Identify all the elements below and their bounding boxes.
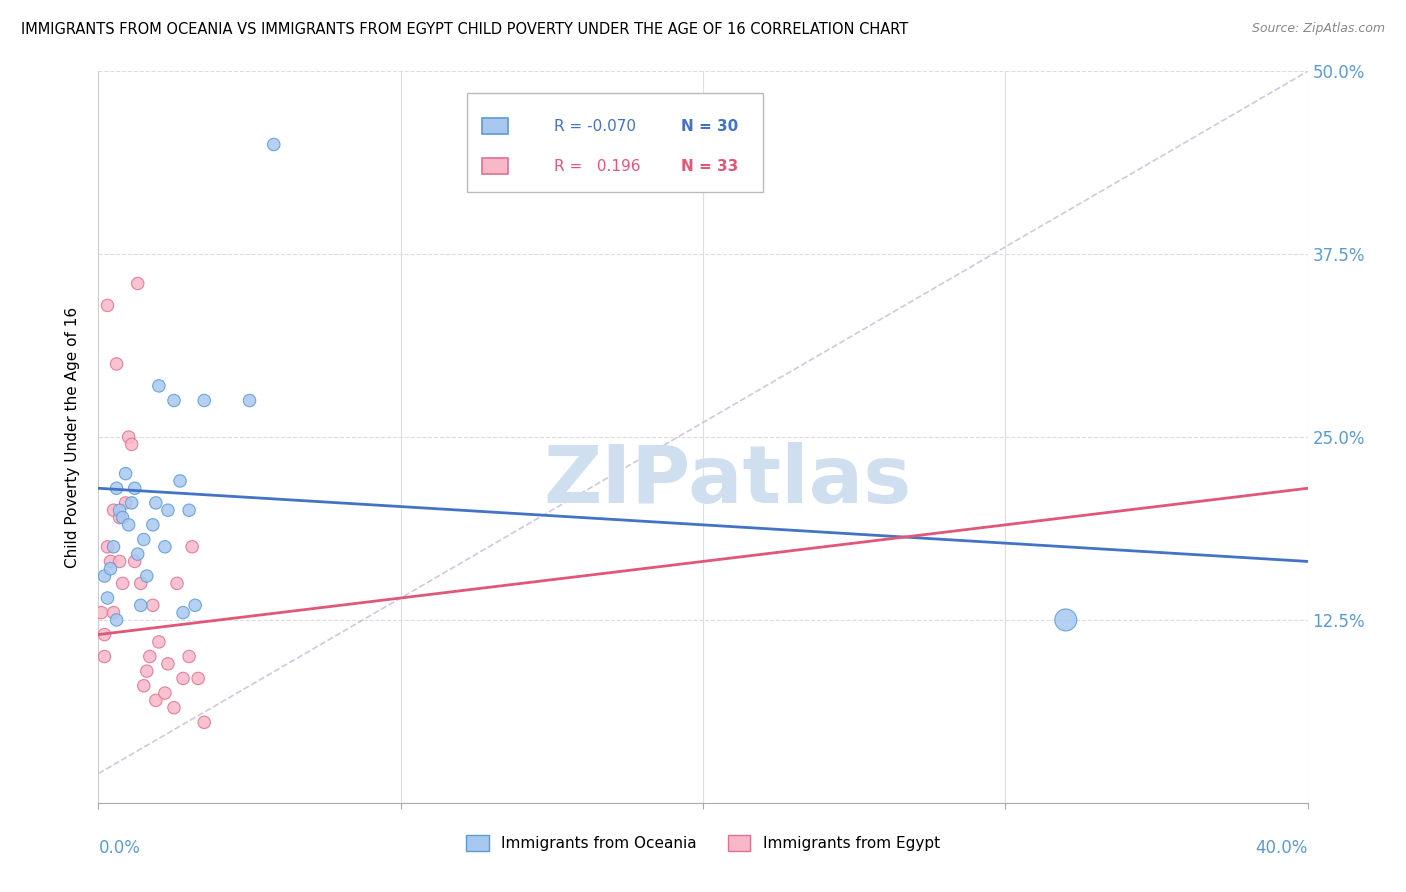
Y-axis label: Child Poverty Under the Age of 16: Child Poverty Under the Age of 16 bbox=[65, 307, 80, 567]
Point bbox=[100, 554, 122, 568]
Point bbox=[263, 137, 285, 152]
Point bbox=[105, 613, 128, 627]
Point bbox=[108, 554, 131, 568]
Point bbox=[90, 606, 112, 620]
Text: 0.0%: 0.0% bbox=[98, 839, 141, 857]
Point bbox=[114, 467, 136, 481]
Point bbox=[111, 576, 134, 591]
Text: ZIPatlas: ZIPatlas bbox=[543, 442, 911, 520]
Point bbox=[93, 569, 115, 583]
Point bbox=[139, 649, 162, 664]
Point bbox=[93, 627, 115, 641]
Text: R =   0.196: R = 0.196 bbox=[554, 159, 641, 174]
Point bbox=[96, 591, 118, 605]
Point bbox=[96, 540, 118, 554]
Point bbox=[1054, 613, 1077, 627]
Point bbox=[103, 503, 125, 517]
Point bbox=[142, 517, 165, 532]
Point bbox=[156, 657, 179, 671]
Point bbox=[163, 700, 186, 714]
Text: IMMIGRANTS FROM OCEANIA VS IMMIGRANTS FROM EGYPT CHILD POVERTY UNDER THE AGE OF : IMMIGRANTS FROM OCEANIA VS IMMIGRANTS FR… bbox=[21, 22, 908, 37]
Point bbox=[118, 517, 141, 532]
Point bbox=[124, 481, 146, 495]
Point bbox=[105, 357, 128, 371]
Point bbox=[129, 576, 152, 591]
Point bbox=[148, 379, 170, 393]
Point bbox=[148, 635, 170, 649]
Text: R = -0.070: R = -0.070 bbox=[554, 119, 637, 134]
Point bbox=[121, 496, 143, 510]
Point bbox=[169, 474, 191, 488]
Text: N = 33: N = 33 bbox=[682, 159, 738, 174]
FancyBboxPatch shape bbox=[467, 94, 763, 192]
Point bbox=[172, 672, 194, 686]
Point bbox=[93, 649, 115, 664]
Point bbox=[181, 540, 204, 554]
Point bbox=[118, 430, 141, 444]
Point bbox=[132, 533, 155, 547]
Point bbox=[153, 686, 176, 700]
Point bbox=[193, 393, 215, 408]
Point bbox=[142, 599, 165, 613]
Point bbox=[103, 606, 125, 620]
Point bbox=[135, 569, 157, 583]
FancyBboxPatch shape bbox=[482, 159, 509, 175]
Point bbox=[96, 298, 118, 312]
Point bbox=[100, 562, 122, 576]
Legend: Immigrants from Oceania, Immigrants from Egypt: Immigrants from Oceania, Immigrants from… bbox=[460, 830, 946, 857]
Point bbox=[145, 496, 167, 510]
Point bbox=[153, 540, 176, 554]
Point bbox=[179, 649, 201, 664]
Point bbox=[179, 503, 201, 517]
Point bbox=[127, 277, 149, 291]
Point bbox=[121, 437, 143, 451]
Point bbox=[193, 715, 215, 730]
Point bbox=[172, 606, 194, 620]
Point bbox=[145, 693, 167, 707]
Point bbox=[127, 547, 149, 561]
Point bbox=[156, 503, 179, 517]
Point bbox=[163, 393, 186, 408]
Point bbox=[108, 503, 131, 517]
Point bbox=[132, 679, 155, 693]
Point bbox=[108, 510, 131, 524]
Point bbox=[111, 510, 134, 524]
Point bbox=[135, 664, 157, 678]
Point bbox=[105, 481, 128, 495]
Point bbox=[103, 540, 125, 554]
Point bbox=[129, 599, 152, 613]
FancyBboxPatch shape bbox=[482, 118, 509, 135]
Text: N = 30: N = 30 bbox=[682, 119, 738, 134]
Point bbox=[166, 576, 188, 591]
Point bbox=[124, 554, 146, 568]
Text: Source: ZipAtlas.com: Source: ZipAtlas.com bbox=[1251, 22, 1385, 36]
Text: 40.0%: 40.0% bbox=[1256, 839, 1308, 857]
Point bbox=[239, 393, 262, 408]
Point bbox=[184, 599, 207, 613]
Point bbox=[187, 672, 209, 686]
Point bbox=[114, 496, 136, 510]
